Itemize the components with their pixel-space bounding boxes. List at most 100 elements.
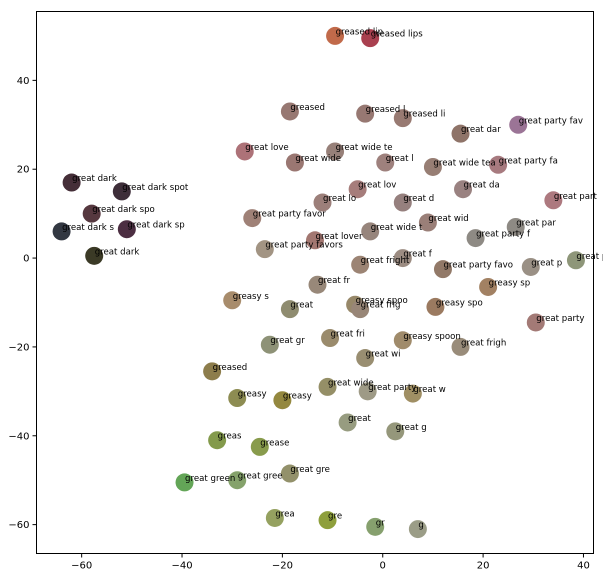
scatter-point bbox=[356, 349, 375, 368]
point-label: great party favo bbox=[443, 261, 513, 271]
scatter-point bbox=[393, 331, 412, 350]
scatter-point bbox=[117, 220, 136, 239]
point-label: great party favor bbox=[253, 210, 327, 220]
point-label: great wide bbox=[328, 378, 374, 388]
point-label: greased l bbox=[366, 105, 406, 115]
x-tick-label: 20 bbox=[477, 561, 490, 572]
y-tick-label: −40 bbox=[8, 431, 29, 442]
point-label: great par bbox=[516, 218, 556, 228]
point-label: great dark spo bbox=[92, 205, 155, 215]
x-tick-label: 0 bbox=[380, 561, 386, 572]
scatter-point bbox=[506, 217, 525, 236]
point-label: great g bbox=[396, 423, 427, 433]
scatter-point bbox=[361, 29, 380, 48]
scatter-point bbox=[338, 413, 357, 432]
y-axis-ticks: −60 −40 −20 0 20 40 bbox=[8, 76, 37, 531]
scatter-point bbox=[454, 180, 473, 199]
scatter-point bbox=[426, 297, 445, 316]
point-label: great lo bbox=[323, 194, 356, 204]
scatter-point bbox=[351, 255, 370, 274]
scatter-point bbox=[228, 389, 247, 408]
point-label: gre bbox=[328, 512, 342, 522]
scatter-point bbox=[235, 142, 254, 161]
point-label: great dark spot bbox=[122, 183, 189, 193]
scatter-point bbox=[260, 335, 279, 354]
scatter-point bbox=[82, 204, 101, 223]
y-tick-label: 40 bbox=[17, 76, 30, 87]
scatter-point bbox=[403, 384, 422, 403]
scatter-point bbox=[361, 222, 380, 241]
point-label: great wi bbox=[366, 350, 401, 360]
scatter-point bbox=[52, 222, 71, 241]
point-label: great bbox=[290, 301, 313, 311]
scatter-point bbox=[348, 180, 367, 199]
point-label: greased bbox=[290, 103, 325, 113]
scatter-point bbox=[280, 464, 299, 483]
scatter-point bbox=[466, 229, 485, 248]
point-label: great green bbox=[185, 474, 235, 484]
point-label: great bbox=[348, 414, 371, 424]
point-label: great frig bbox=[361, 301, 401, 311]
point-label: great gr bbox=[270, 336, 305, 346]
point-label: great wid bbox=[428, 214, 468, 224]
scatter-point bbox=[318, 511, 337, 530]
point-label: great l bbox=[386, 154, 414, 164]
scatter-point bbox=[358, 382, 377, 401]
point-label: grease bbox=[260, 438, 289, 448]
point-label: great lov bbox=[358, 181, 396, 191]
point-label: great lover bbox=[316, 232, 363, 242]
point-label: great gree bbox=[238, 472, 283, 482]
scatter-point bbox=[351, 300, 370, 319]
x-tick-label: 40 bbox=[577, 561, 590, 572]
point-label: great d bbox=[403, 194, 434, 204]
x-axis-ticks: −60 −40 −20 0 20 40 bbox=[71, 553, 590, 572]
scatter-point bbox=[273, 391, 292, 410]
point-label: great party favors bbox=[265, 241, 343, 251]
point-label: greasy bbox=[238, 390, 267, 400]
scatter-point bbox=[62, 173, 81, 192]
scatter-point bbox=[521, 257, 540, 276]
point-label: greasy spoo bbox=[356, 296, 408, 306]
scatter-point bbox=[203, 362, 222, 381]
scatter-point bbox=[433, 260, 452, 279]
point-label: greased bbox=[213, 363, 248, 373]
scatter-point bbox=[175, 473, 194, 492]
point-label: great party bbox=[536, 314, 584, 324]
point-label: great dark bbox=[72, 174, 117, 184]
point-label: great gre bbox=[290, 465, 330, 475]
point-label: great party f bbox=[476, 230, 531, 240]
scatter-point bbox=[451, 337, 470, 356]
point-label: great dark bbox=[95, 247, 140, 257]
scatter-point bbox=[509, 115, 528, 134]
point-label: great party fav bbox=[519, 116, 583, 126]
scatter-point bbox=[451, 124, 470, 143]
point-label: great love bbox=[245, 143, 288, 153]
y-tick-label: −60 bbox=[8, 520, 29, 531]
scatter-point bbox=[356, 104, 375, 123]
scatter-point bbox=[112, 182, 131, 201]
point-label: gr bbox=[376, 518, 385, 528]
scatter-point bbox=[243, 209, 262, 228]
point-label: greased lips bbox=[371, 30, 424, 40]
point-label: great dark sp bbox=[127, 221, 184, 231]
scatter-point bbox=[280, 300, 299, 319]
point-label: great da bbox=[464, 181, 500, 191]
scatter-point bbox=[526, 313, 545, 332]
scatter-point bbox=[208, 431, 227, 450]
scatter-point bbox=[265, 508, 284, 527]
point-label: great p bbox=[531, 258, 562, 268]
scatter-point bbox=[250, 437, 269, 456]
scatter-point bbox=[326, 26, 345, 45]
y-tick-label: −20 bbox=[8, 342, 29, 353]
point-label: great fri bbox=[331, 330, 365, 340]
y-tick-label: 20 bbox=[17, 165, 30, 176]
scatter-point bbox=[423, 157, 442, 176]
point-label: great pa bbox=[576, 252, 603, 262]
point-label: great dark s bbox=[62, 223, 114, 233]
scatter-point bbox=[308, 275, 327, 294]
scatter-point bbox=[313, 193, 332, 212]
point-label: greasy bbox=[283, 392, 312, 402]
scatter-point bbox=[255, 240, 274, 259]
scatter-point bbox=[366, 517, 385, 536]
